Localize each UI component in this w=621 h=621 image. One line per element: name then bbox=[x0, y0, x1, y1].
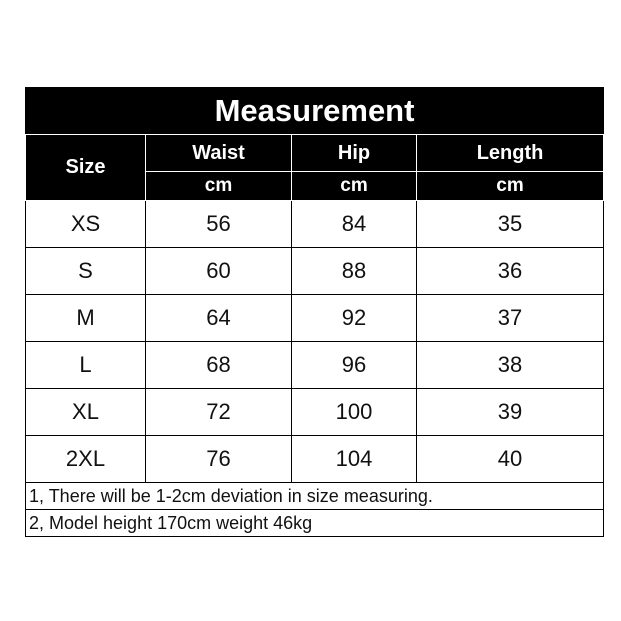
cell-waist: 56 bbox=[145, 200, 292, 248]
header-size: Size bbox=[25, 134, 146, 201]
table-row: 2XL 76 104 40 bbox=[25, 435, 605, 483]
cell-waist: 60 bbox=[145, 247, 292, 295]
cell-length: 39 bbox=[415, 388, 605, 436]
cell-size: XL bbox=[25, 388, 146, 436]
unit-hip: cm bbox=[291, 171, 417, 201]
cell-hip: 100 bbox=[291, 388, 417, 436]
table-row: XS 56 84 35 bbox=[25, 200, 605, 248]
unit-waist: cm bbox=[145, 171, 292, 201]
cell-hip: 96 bbox=[291, 341, 417, 389]
table-row: S 60 88 36 bbox=[25, 247, 605, 295]
cell-waist: 64 bbox=[145, 294, 292, 342]
cell-waist: 76 bbox=[145, 435, 292, 483]
table-title: Measurement bbox=[24, 87, 605, 135]
cell-length: 36 bbox=[415, 247, 605, 295]
cell-length: 37 bbox=[415, 294, 605, 342]
table-row: M 64 92 37 bbox=[25, 294, 605, 342]
header-waist: Waist bbox=[145, 134, 292, 172]
table-row: XL 72 100 39 bbox=[25, 388, 605, 436]
cell-waist: 72 bbox=[145, 388, 292, 436]
cell-length: 38 bbox=[415, 341, 605, 389]
cell-length: 35 bbox=[415, 200, 605, 248]
measurement-table: Measurement Size Waist Hip Length cm cm … bbox=[24, 87, 605, 537]
cell-length: 40 bbox=[415, 435, 605, 483]
header-hip: Hip bbox=[291, 134, 417, 172]
cell-size: L bbox=[25, 341, 146, 389]
note-2: 2, Model height 170cm weight 46kg bbox=[24, 509, 605, 537]
cell-hip: 104 bbox=[291, 435, 417, 483]
cell-size: 2XL bbox=[25, 435, 146, 483]
cell-hip: 88 bbox=[291, 247, 417, 295]
cell-size: M bbox=[25, 294, 146, 342]
unit-length: cm bbox=[415, 171, 605, 201]
cell-hip: 92 bbox=[291, 294, 417, 342]
cell-size: XS bbox=[25, 200, 146, 248]
table-row: L 68 96 38 bbox=[25, 341, 605, 389]
cell-waist: 68 bbox=[145, 341, 292, 389]
header-length: Length bbox=[415, 134, 605, 172]
cell-size: S bbox=[25, 247, 146, 295]
cell-hip: 84 bbox=[291, 200, 417, 248]
note-1: 1, There will be 1-2cm deviation in size… bbox=[24, 482, 605, 510]
